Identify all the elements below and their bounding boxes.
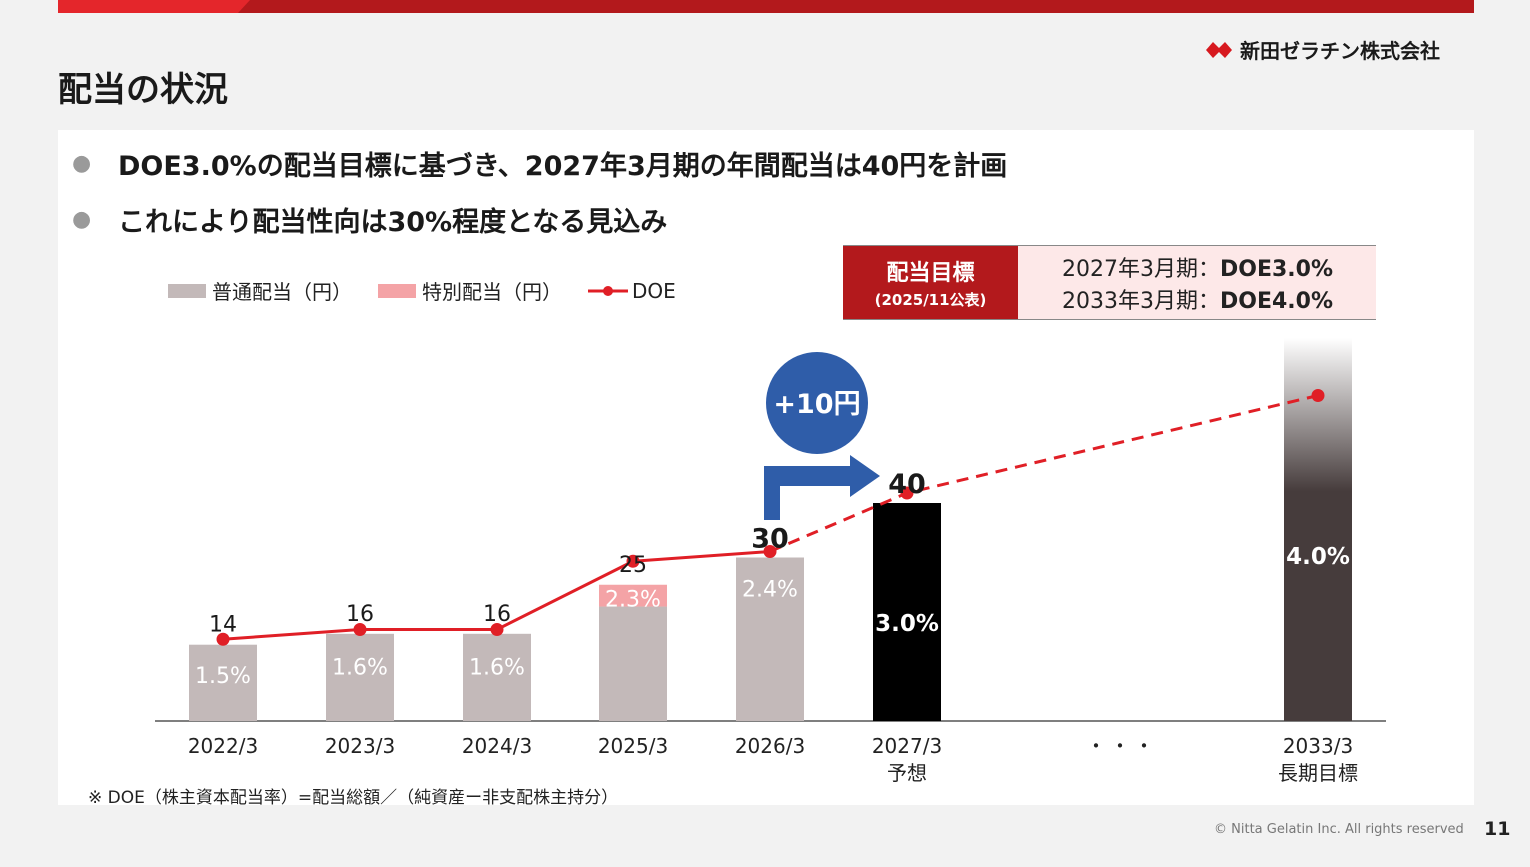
page-number: 11 — [1484, 818, 1511, 840]
bullet-2-text: これにより配当性向は30%程度となる見込み — [118, 207, 668, 238]
bar-regular — [599, 606, 667, 721]
legend-regular-label: 普通配当（円） — [212, 280, 352, 304]
chart-legend: 普通配当（円） 特別配当（円） DOE — [168, 276, 702, 305]
target-label-cell: 配当目標 (2025/11公表) — [843, 246, 1018, 319]
legend-regular: 普通配当（円） — [168, 276, 352, 305]
bar-total-label: 25 — [619, 553, 647, 578]
x-tick-label: 2023/3 — [325, 734, 395, 758]
bar-total-label: 30 — [751, 524, 789, 555]
copyright: © Nitta Gelatin Inc. All rights reserved — [1214, 822, 1464, 837]
doe-point — [216, 632, 230, 646]
bar-total-label: 14 — [209, 613, 237, 638]
page-title: 配当の状況 — [58, 70, 228, 110]
bar-regular — [189, 644, 257, 721]
bullet-2: ● これにより配当性向は30%程度となる見込み — [72, 200, 667, 239]
bar-special — [599, 584, 667, 607]
x-tick-label: 2024/3 — [462, 734, 532, 758]
target-line-2: 2033年3月期：DOE4.0% — [1062, 283, 1376, 315]
bar-regular — [326, 633, 394, 721]
increase-circle — [766, 352, 868, 454]
target-line-2-value: DOE4.0% — [1220, 288, 1334, 314]
bullet-1-text: DOE3.0%の配当目標に基づき、2027年3月期の年間配当は40円を計画 — [118, 151, 1008, 182]
bar-total-label: 16 — [346, 602, 374, 627]
bar-regular — [463, 633, 531, 721]
legend-doe: DOE — [588, 279, 676, 303]
target-label: 配当目標 — [886, 261, 975, 286]
dividend-target-box: 配当目標 (2025/11公表) 2027年3月期：DOE3.0% 2033年3… — [843, 245, 1376, 320]
legend-special-label: 特別配当（円） — [422, 280, 562, 304]
legend-special: 特別配当（円） — [378, 276, 562, 305]
doe-point — [1311, 389, 1325, 402]
doe-value-label: 2.4% — [742, 578, 798, 603]
target-sublabel: (2025/11公表) — [874, 291, 987, 309]
doe-point — [626, 554, 640, 568]
target-line-1: 2027年3月期：DOE3.0% — [1062, 251, 1376, 283]
bullet-dot-icon: ● — [72, 151, 92, 176]
legend-regular-swatch — [168, 283, 206, 298]
bar-total-label: 16 — [483, 602, 511, 627]
bullet-1: ● DOE3.0%の配当目標に基づき、2027年3月期の年間配当は40円を計画 — [72, 144, 1007, 183]
x-tick-label: 2026/3 — [735, 734, 805, 758]
x-tick-label: 2033/3 — [1283, 734, 1353, 758]
bar-total-label: 40 — [888, 469, 926, 500]
bullet-dot-icon: ● — [72, 207, 92, 232]
doe-value-label: 1.5% — [195, 664, 251, 689]
doe-point — [763, 545, 777, 558]
increase-arrow-icon — [764, 455, 880, 520]
bar-regular — [736, 557, 804, 721]
target-values-cell: 2027年3月期：DOE3.0% 2033年3月期：DOE4.0% — [1018, 246, 1376, 319]
x-tick-label: 2022/3 — [188, 734, 258, 758]
x-tick-sublabel: 予想 — [887, 761, 927, 785]
x-tick-label: 2027/3 — [872, 734, 942, 758]
company-logo: 新田ゼラチン株式会社 — [1204, 35, 1440, 64]
legend-doe-line-icon — [588, 285, 628, 296]
ellipsis: ・・・ — [1086, 734, 1158, 758]
doe-value-label: 3.0% — [875, 611, 939, 637]
doe-value-label: 1.6% — [469, 656, 525, 681]
doe-value-label: 4.0% — [1286, 544, 1350, 570]
top-banner — [58, 0, 1474, 13]
x-tick-label: 2025/3 — [598, 734, 668, 758]
doe-point — [353, 623, 367, 636]
doe-point — [490, 623, 504, 636]
target-line-1-value: DOE3.0% — [1220, 256, 1334, 282]
doe-value-label: 1.6% — [332, 656, 388, 681]
logo-text: 新田ゼラチン株式会社 — [1240, 39, 1440, 63]
bar-regular — [873, 503, 941, 721]
target-line-2-prefix: 2033年3月期： — [1062, 288, 1220, 314]
doe-value-label: 2.3% — [605, 587, 661, 612]
x-tick-sublabel: 長期目標 — [1278, 761, 1358, 785]
legend-special-swatch — [378, 283, 416, 298]
increase-label: +10円 — [773, 389, 860, 420]
footnote: ※ DOE（株主資本配当率）=配当総額／（純資産ー非支配株主持分） — [88, 788, 619, 808]
doe-point — [900, 486, 914, 500]
logo-mark-icon — [1206, 41, 1232, 58]
legend-doe-label: DOE — [632, 278, 676, 303]
target-line-1-prefix: 2027年3月期： — [1062, 256, 1220, 282]
